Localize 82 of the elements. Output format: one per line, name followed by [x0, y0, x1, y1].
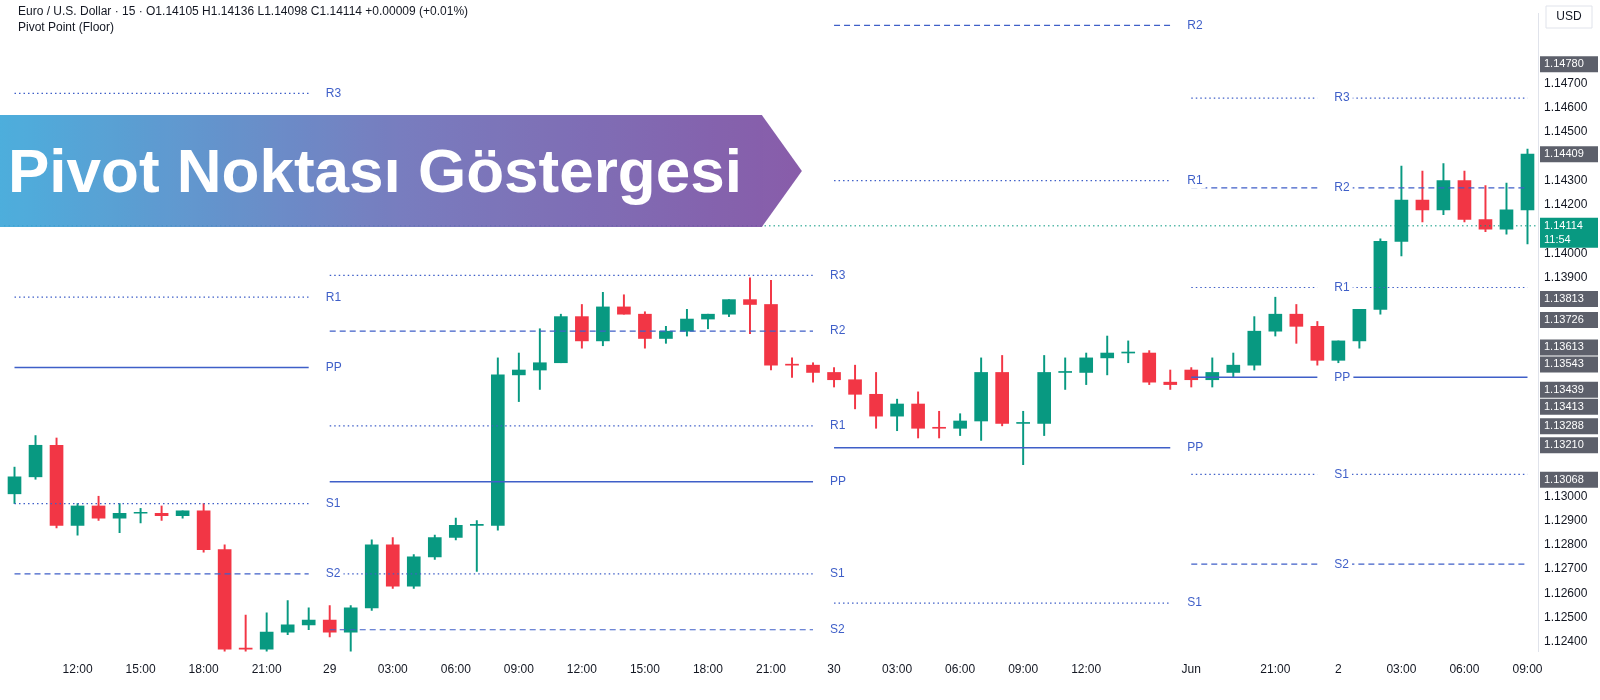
x-tick-label: 12:00	[62, 662, 93, 677]
text: 1.13210	[1544, 438, 1584, 451]
text: 1.13813	[1544, 291, 1584, 304]
x-tick-label: 12:00	[1071, 662, 1102, 677]
series-label: PP	[830, 474, 847, 488]
series-label: S2	[830, 622, 846, 637]
text: 1.13288	[1544, 419, 1584, 432]
y-tick-label: 1.14000	[1544, 245, 1588, 260]
x-tick-label: 03:00	[1386, 662, 1417, 677]
text: Pivot Noktası Göstergesi	[0, 115, 802, 227]
series-label: R2	[830, 323, 846, 338]
x-tick-label: Jun	[1181, 662, 1201, 677]
series-label: S1	[325, 495, 341, 510]
series-label: PP	[1334, 369, 1351, 384]
series-label: R1	[1334, 279, 1351, 294]
text: 1.13613	[1544, 340, 1584, 353]
y-tick-label: 1.14600	[1544, 100, 1588, 115]
y-tick-label: 1.12600	[1544, 585, 1588, 600]
series-label: R1	[325, 289, 342, 304]
x-tick-label: 18:00	[692, 662, 724, 677]
text: 1.13413	[1544, 399, 1584, 412]
x-tick-label: 09:00	[1008, 662, 1039, 677]
y-tick-label: 1.12800	[1544, 537, 1588, 552]
text: 1.13726	[1544, 313, 1584, 326]
text: 1.14409	[1544, 147, 1584, 160]
x-tick-label: 18:00	[188, 662, 219, 677]
y-tick-label: 1.12900	[1544, 512, 1588, 527]
chart-subtitle: Euro / U.S. Dollar · 15 · O1.14105 H1.14136 L1.14098 C1.14114 +0.00009 (+0.01%)	[18, 4, 469, 18]
x-tick-label: 03:00	[377, 662, 409, 677]
x-tick-label: 09:00	[1512, 662, 1543, 677]
x-tick-label: 30	[827, 662, 842, 677]
x-tick-label: 06:00	[1449, 662, 1480, 677]
x-tick-label: 03:00	[882, 662, 913, 677]
x-tick-label: 21:00	[1260, 662, 1291, 677]
y-tick-label: 1.14700	[1544, 75, 1588, 90]
series-label: R3	[1334, 90, 1351, 105]
text: 1.14780	[1544, 57, 1584, 70]
series-label: R1	[1187, 173, 1203, 187]
series-label: PP	[1187, 440, 1204, 455]
candlestick	[785, 357, 799, 378]
series-label: S1	[1334, 466, 1350, 481]
x-tick-label: 06:00	[440, 662, 472, 677]
x-tick-label: 29	[323, 662, 337, 677]
candlestick	[238, 614, 253, 652]
candlestick	[469, 520, 484, 572]
y-axis-title: USD	[1556, 9, 1582, 24]
candlestick	[932, 410, 946, 439]
candlestick	[512, 352, 526, 402]
text: 1.13543	[1544, 357, 1584, 370]
y-tick-label: 1.14300	[1544, 173, 1588, 187]
x-tick-label: 09:00	[503, 662, 535, 677]
series-label: R2	[1334, 180, 1351, 195]
series-label: R1	[830, 418, 846, 433]
candlestick	[1058, 357, 1073, 390]
series-label: S2	[1334, 556, 1350, 571]
x-tick-label: 15:00	[629, 662, 661, 677]
candlestick	[1016, 410, 1030, 466]
x-tick-label: 12:00	[566, 662, 598, 677]
text: 1.13439	[1544, 382, 1584, 395]
series-label: S1	[1187, 595, 1203, 610]
text: 1.13068	[1544, 472, 1584, 485]
y-tick-label: 1.12400	[1544, 634, 1588, 649]
series-label: S1	[830, 566, 846, 581]
series-label: R3	[325, 85, 342, 100]
ref-line-label: 1.14114 11:54	[1544, 218, 1583, 245]
series-label: R3	[830, 267, 846, 282]
candlestick	[743, 277, 757, 334]
y-tick-label: 1.14500	[1544, 124, 1588, 139]
y-tick-label: 1.13000	[1544, 488, 1588, 503]
y-tick-label: 1.14200	[1544, 197, 1588, 212]
x-tick-label: 2	[1335, 662, 1343, 677]
y-tick-label: 1.13900	[1544, 270, 1588, 285]
y-tick-label: 1.12700	[1544, 561, 1588, 576]
x-tick-label: 15:00	[125, 662, 156, 677]
series-label: PP	[325, 359, 342, 374]
series-label: R2	[1187, 17, 1203, 32]
x-tick-label: 06:00	[945, 662, 976, 677]
series-label: S2	[325, 566, 341, 581]
y-tick-label: 1.12500	[1544, 609, 1588, 624]
x-tick-label: 21:00	[251, 662, 283, 677]
annotation: Pivot Point (Floor)	[18, 20, 115, 34]
x-tick-label: 21:00	[755, 662, 787, 677]
